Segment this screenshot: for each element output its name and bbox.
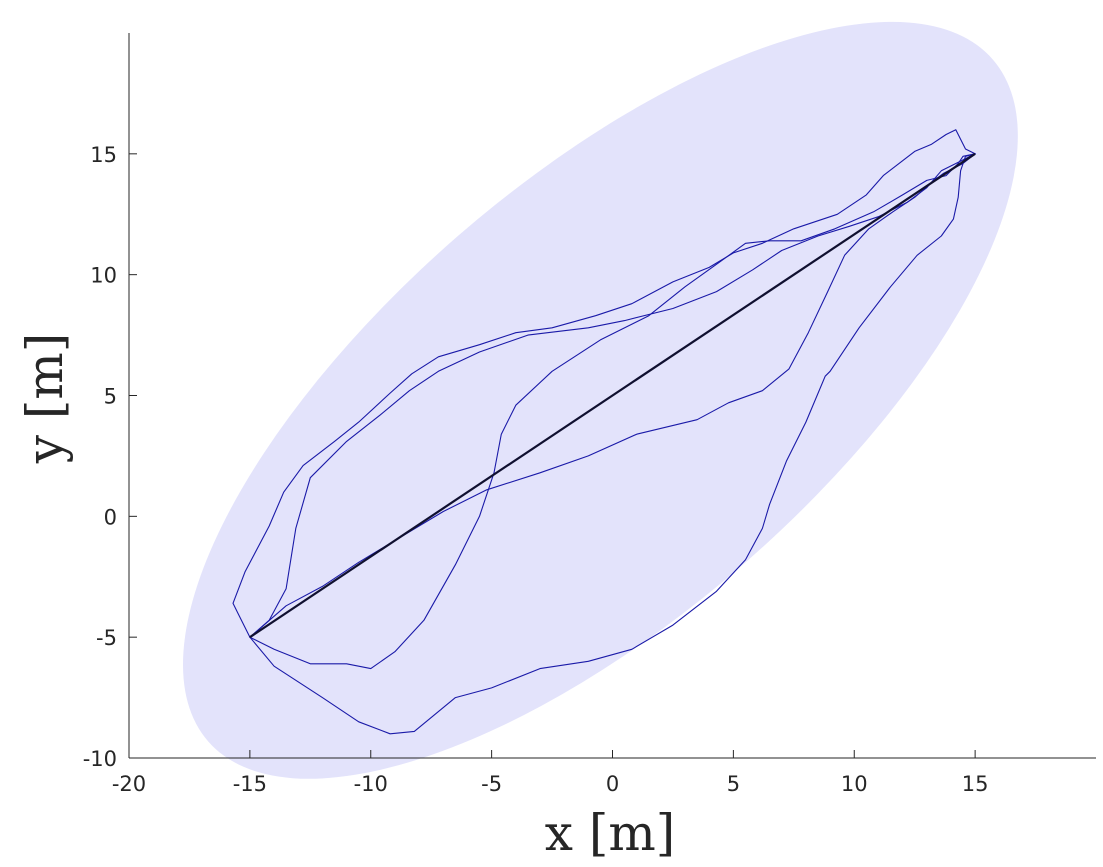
reachable-region-layer <box>182 21 1018 779</box>
y-tick-label-0: -10 <box>83 747 117 771</box>
y-tick-label-1: -5 <box>96 626 117 650</box>
x-axis-label: x [m] <box>545 804 676 862</box>
x-tick-label-5: 5 <box>727 772 740 796</box>
straight-path-line <box>249 152 976 639</box>
trajectory-line-5 <box>249 153 976 735</box>
reachable-region <box>182 21 1018 779</box>
y-axis-label: y [m] <box>16 333 74 465</box>
x-tick-label-7: 15 <box>962 772 989 796</box>
x-tick-label-3: -5 <box>481 772 502 796</box>
y-tick-label-5: 15 <box>90 143 117 167</box>
x-tick-label-1: -15 <box>233 772 267 796</box>
x-tick-label-2: -10 <box>354 772 388 796</box>
axes: -20 -15 -10 -5 0 5 10 15 -10 -5 0 5 10 15 <box>83 33 1096 796</box>
x-tick-label-0: -20 <box>112 772 146 796</box>
x-tick-label-4: 0 <box>606 772 619 796</box>
straight-path-layer <box>249 152 976 639</box>
y-tick-label-3: 5 <box>104 385 117 409</box>
trajectory-line-1 <box>232 129 976 638</box>
y-tick-label-4: 10 <box>90 264 117 288</box>
trajectory-line-4 <box>249 153 976 670</box>
x-tick-label-6: 10 <box>841 772 868 796</box>
y-tick-label-2: 0 <box>104 505 117 529</box>
